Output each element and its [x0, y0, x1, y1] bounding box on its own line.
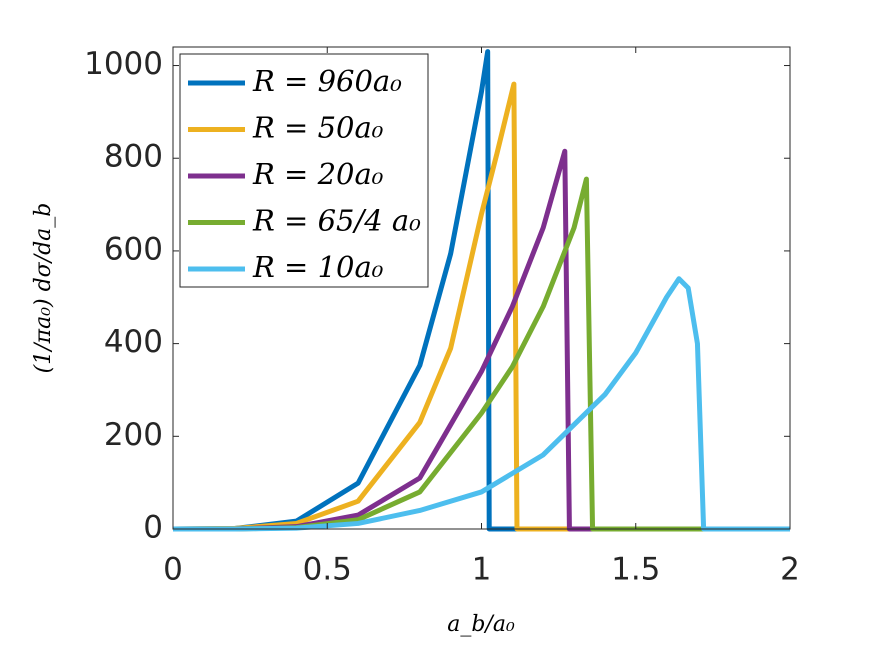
legend-label: R = 10a₀	[252, 250, 384, 284]
legend-label: R = 960a₀	[252, 64, 402, 98]
x-axis-label: a_b/a₀	[447, 612, 515, 637]
line-series	[173, 276, 790, 532]
x-tick-label: 2	[780, 552, 800, 588]
legend-box	[179, 53, 429, 288]
y-tick-label: 400	[104, 324, 163, 360]
y-tick-label: 1000	[84, 46, 163, 82]
legend-label: R = 50a₀	[252, 111, 384, 145]
x-tick-label: 0	[163, 552, 183, 588]
x-tick-label: 0.5	[303, 552, 352, 588]
legend-label: R = 20a₀	[252, 157, 384, 191]
legend: R = 960a₀ R = 50a₀ R = 20a₀ R = 65/4 a₀ R = …	[179, 53, 429, 288]
y-tick-label: 0	[143, 510, 163, 546]
y-tick-label: 200	[104, 417, 163, 453]
y-tick-label: 600	[104, 231, 163, 267]
y-tick-label: 800	[104, 139, 163, 175]
x-tick-label: 1	[472, 552, 492, 588]
legend-label: R = 65/4 a₀	[252, 204, 421, 238]
x-tick-label: 1.5	[611, 552, 660, 588]
y-axis-label: (1/πa₀) dσ/da_b	[31, 203, 56, 374]
